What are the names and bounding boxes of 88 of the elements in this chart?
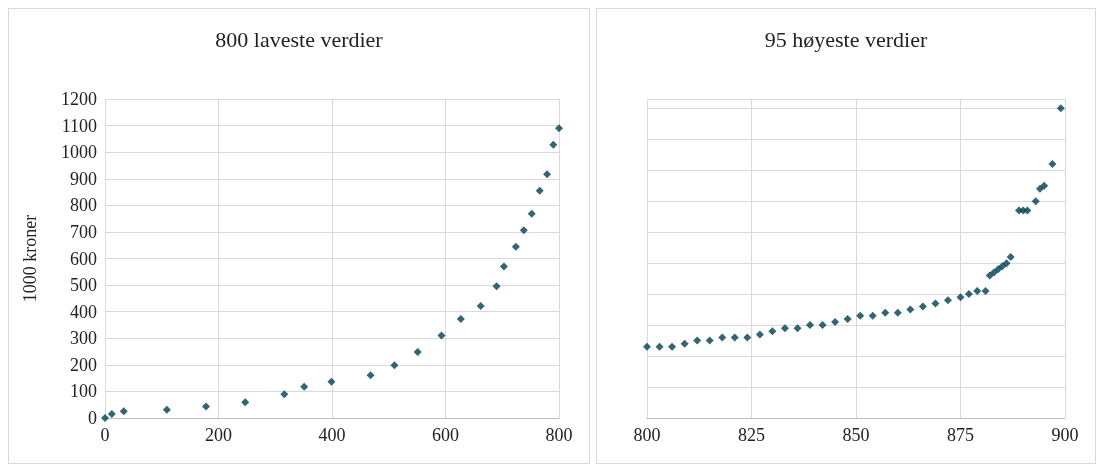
x-tick-label: 900 [1051,425,1079,445]
y-tick-label: 200 [70,354,97,375]
point [718,333,727,342]
point [998,262,1007,271]
point [202,402,211,411]
point [492,282,501,291]
point [780,324,789,333]
x-tick-label: 0 [100,425,110,445]
point [300,382,309,391]
point [943,296,952,305]
point [831,317,840,326]
point [1002,259,1011,268]
point [981,287,990,296]
x-tick-label: 800 [633,425,661,445]
x-tick-label: 875 [947,425,974,445]
point [280,390,289,399]
point [476,302,485,311]
point [1048,160,1057,169]
y-tick-label: 100 [70,381,97,402]
point [535,186,544,195]
point [973,287,982,296]
point [931,299,940,308]
point [1006,252,1015,261]
point [730,333,739,342]
point [511,242,520,251]
point [437,331,446,340]
x-tick-label: 825 [738,425,765,445]
point [162,405,171,414]
point [241,398,250,407]
point [543,170,552,179]
point [366,371,375,380]
chart-title: 800 laveste verdier [215,26,384,52]
y-tick-label: 400 [70,301,97,322]
point [643,342,651,351]
y-axis-title: 1000 kroner [20,214,40,303]
y-tick-label: 300 [70,328,97,349]
y-tick-label: 600 [70,248,97,269]
point [327,377,336,386]
point [680,339,689,348]
chart-title: 95 høyeste verdier [764,26,928,52]
point [906,305,915,314]
point [793,324,802,333]
point [964,290,973,299]
x-tick-label: 600 [432,425,459,445]
point [1040,181,1049,190]
point [1056,104,1065,113]
x-tick-label: 800 [545,425,573,445]
point [655,342,664,351]
y-tick-label: 500 [70,275,97,296]
point [527,209,536,218]
point [994,265,1003,274]
y-tick-label: 700 [70,221,97,242]
point [413,348,422,357]
point [1023,206,1032,215]
point [107,410,116,419]
point [868,311,877,320]
point [1031,197,1040,206]
point [956,293,965,302]
point [119,407,128,416]
point [843,314,852,323]
point [693,336,702,345]
point [456,315,465,324]
point [519,226,528,235]
y-tick-label: 800 [70,195,97,216]
point [555,124,563,133]
point [705,336,714,345]
point [499,262,508,271]
point [755,330,764,339]
point [893,308,902,317]
x-tick-label: 200 [205,425,232,445]
point [101,414,109,422]
x-tick-label: 400 [318,425,346,445]
y-tick-label: 0 [88,408,97,428]
y-tick-label: 1200 [61,89,97,109]
y-tick-label: 1100 [61,115,97,136]
point [806,321,815,330]
point [743,333,752,342]
point [549,140,558,149]
point [768,327,777,336]
point [881,308,890,317]
x-tick-label: 850 [842,425,870,445]
point [856,311,865,320]
point [390,361,399,370]
point [818,321,827,330]
point [668,342,677,351]
point [918,302,927,311]
y-tick-label: 900 [70,168,97,189]
y-tick-label: 1000 [61,142,97,163]
